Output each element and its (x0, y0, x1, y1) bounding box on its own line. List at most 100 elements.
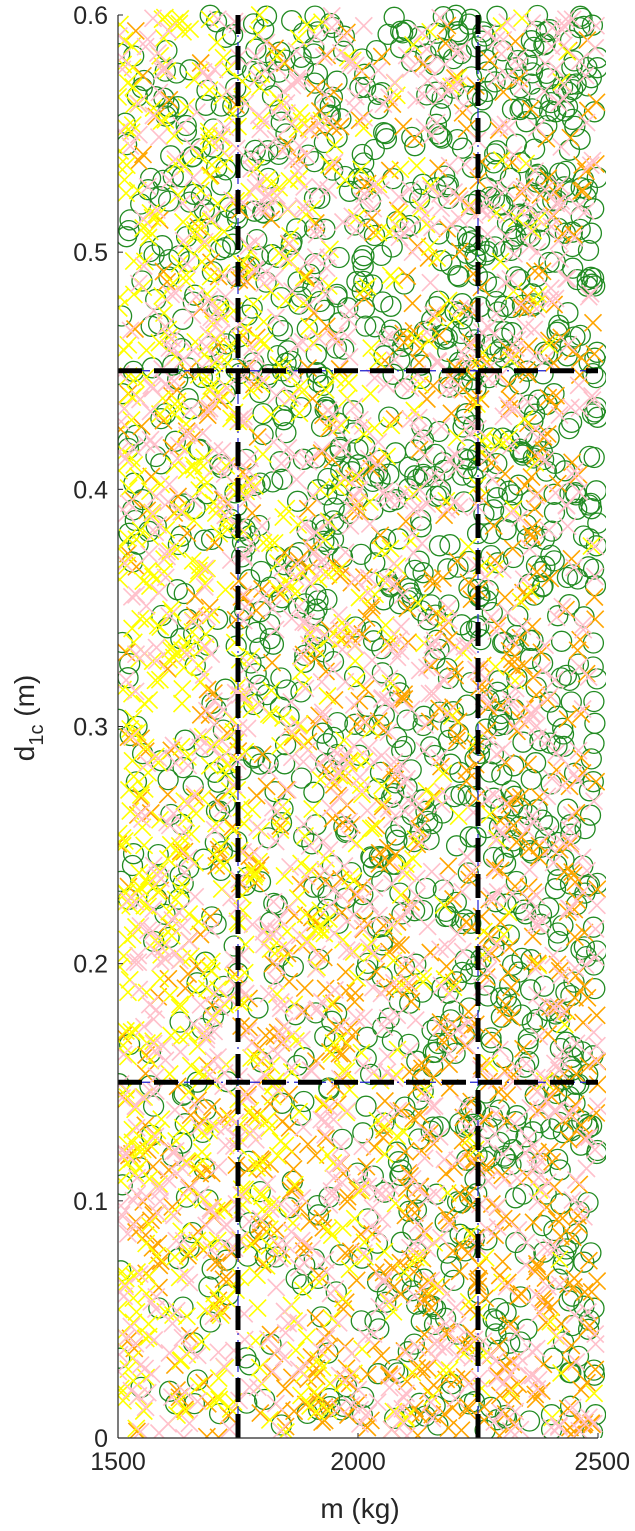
data-point-circle (462, 466, 484, 488)
data-point-circle (521, 1012, 544, 1034)
data-point-x (278, 944, 297, 963)
data-point-x (344, 871, 363, 891)
data-point-circle (125, 771, 148, 793)
data-point-x (338, 1187, 357, 1206)
data-point-x (537, 129, 556, 148)
data-point-x (527, 685, 546, 704)
data-point-circle (245, 663, 267, 685)
data-point-x (588, 880, 606, 899)
data-point-circle (131, 270, 153, 292)
data-point-circle (197, 1189, 219, 1211)
data-point-circle (578, 494, 600, 516)
data-point-circle (486, 5, 508, 27)
data-point-x (194, 1190, 213, 1209)
data-point-circle (460, 963, 482, 985)
data-point-circle (533, 1241, 555, 1263)
data-point-x (493, 1252, 512, 1271)
data-point-x (294, 815, 313, 834)
data-point-x (229, 571, 248, 590)
data-point-x (577, 113, 596, 132)
data-point-x (198, 1394, 217, 1413)
data-point-circle (463, 329, 486, 351)
data-point-x (498, 67, 517, 86)
data-point-circle (523, 138, 546, 160)
data-point-circle (425, 113, 448, 135)
data-point-x (571, 630, 590, 649)
data-point-circle (121, 854, 144, 877)
data-point-x (333, 1173, 352, 1192)
data-point-x (159, 969, 178, 988)
data-point-x (156, 568, 175, 587)
data-point-x (435, 1150, 454, 1169)
data-point-circle (292, 448, 315, 470)
data-point-circle (486, 452, 508, 475)
data-point-x (525, 261, 544, 280)
data-point-x (514, 1039, 533, 1058)
data-point-x (355, 289, 374, 308)
data-point-x (263, 653, 282, 672)
data-point-x (353, 416, 372, 435)
data-point-x (118, 539, 129, 558)
x-axis-label: m (kg) (320, 1493, 399, 1524)
data-point-x (470, 1256, 489, 1275)
data-point-x (248, 1299, 267, 1318)
data-point-x (210, 1253, 229, 1272)
data-point-circle (451, 308, 474, 330)
data-point-x (362, 596, 381, 615)
data-point-x (352, 785, 372, 804)
data-point-circle (526, 4, 549, 27)
data-point-x (517, 154, 536, 173)
data-point-circle (436, 176, 458, 198)
data-point-x (143, 9, 163, 28)
data-point-x (295, 979, 314, 998)
data-point-x (526, 1385, 545, 1404)
data-point-x (207, 33, 227, 52)
data-point-x (345, 1209, 364, 1228)
data-point-circle (482, 499, 505, 521)
data-point-circle (351, 1247, 373, 1269)
data-point-x (533, 661, 552, 680)
data-point-x (200, 399, 219, 418)
data-point-x (244, 375, 264, 394)
data-point-x (191, 995, 210, 1014)
data-point-x (180, 1414, 199, 1433)
data-point-x (575, 1282, 594, 1302)
data-point-x (198, 69, 217, 88)
data-point-x (375, 1117, 394, 1136)
data-point-x (333, 1062, 353, 1081)
data-point-x (137, 1234, 156, 1253)
data-point-x (528, 985, 547, 1004)
data-point-x (314, 1095, 333, 1114)
data-point-x (161, 542, 180, 561)
data-point-circle (561, 108, 584, 131)
data-point-x (197, 1427, 216, 1438)
data-point-circle (399, 214, 421, 237)
data-point-x (491, 913, 510, 932)
data-point-x (122, 1022, 141, 1041)
data-point-circle (417, 810, 439, 833)
data-point-x (167, 1301, 186, 1320)
data-point-x (205, 1284, 224, 1303)
data-point-x (537, 1198, 556, 1217)
y-tick-label: 0.5 (73, 239, 108, 267)
data-point-x (186, 981, 205, 1000)
data-point-x (278, 780, 297, 800)
data-point-circle (365, 39, 388, 62)
data-point-x (423, 574, 442, 593)
data-point-x (538, 425, 557, 444)
data-point-circle (382, 363, 404, 385)
data-point-circle (139, 1075, 161, 1097)
data-point-circle (304, 72, 326, 94)
data-point-x (520, 860, 539, 879)
data-point-circle (166, 579, 188, 601)
data-point-x (582, 1414, 601, 1433)
data-point-x (505, 788, 524, 807)
data-point-circle (391, 903, 413, 925)
data-point-circle (118, 431, 139, 453)
data-point-x (275, 1379, 295, 1398)
data-point-circle (143, 244, 165, 266)
data-point-x (144, 1206, 163, 1225)
data-point-circle (515, 111, 537, 133)
data-point-circle (548, 1111, 570, 1134)
data-point-circle (388, 593, 411, 615)
